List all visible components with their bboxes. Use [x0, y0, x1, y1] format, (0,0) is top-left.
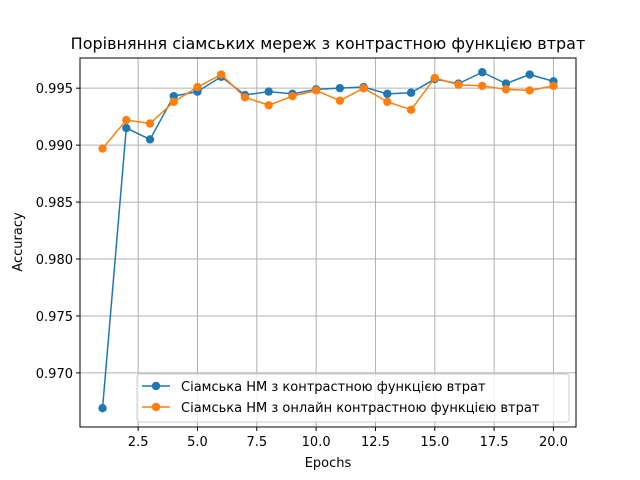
data-point — [478, 81, 487, 91]
legend-swatch-marker — [151, 402, 161, 412]
x-tick-label: 15.0 — [420, 435, 449, 450]
x-axis: 2.5 5.0 7.5 10.0 12.5 15.0 17.5 20.0 — [128, 427, 568, 450]
data-point — [264, 87, 273, 96]
series-1 — [98, 68, 558, 413]
data-point — [169, 97, 178, 107]
x-tick-label: 7.5 — [246, 435, 267, 450]
legend-entry-label: Сіамська НМ з онлайн контрастною функціє… — [181, 401, 540, 416]
data-point — [406, 105, 416, 115]
data-point — [335, 83, 345, 93]
data-point — [122, 115, 131, 125]
x-tick-label: 12.5 — [361, 435, 390, 450]
data-point — [359, 83, 368, 93]
legend-swatch-marker — [151, 381, 161, 391]
data-point — [98, 404, 107, 413]
y-tick-label: 0.970 — [36, 367, 73, 382]
legend-box — [136, 373, 570, 423]
legend: Сіамська НМ з контрастною функцією втрат… — [136, 373, 570, 423]
data-point — [240, 93, 250, 102]
data-point — [145, 119, 155, 128]
data-point — [478, 68, 487, 77]
x-tick-label: 2.5 — [128, 435, 149, 450]
data-point — [145, 135, 155, 144]
data-point — [525, 86, 534, 95]
y-axis: 0.970 0.975 0.980 0.985 0.990 0.995 — [36, 82, 80, 382]
plot-frame — [79, 57, 577, 428]
y-tick-label: 0.980 — [36, 253, 73, 268]
grid — [80, 58, 576, 427]
data-point — [430, 73, 439, 83]
data-point — [454, 80, 463, 89]
data-point — [122, 123, 131, 133]
series-layer — [98, 68, 558, 413]
data-point — [311, 86, 321, 95]
data-point — [383, 97, 392, 107]
data-point — [549, 81, 558, 91]
y-tick-label: 0.995 — [36, 82, 73, 97]
x-tick-label: 20.0 — [539, 435, 568, 450]
x-tick-label: 5.0 — [187, 435, 208, 450]
data-point — [501, 85, 511, 94]
chart-title: Порівняння сіамських мереж з контрастною… — [71, 34, 586, 53]
series-line — [101, 71, 554, 409]
y-tick-label: 0.975 — [36, 310, 73, 325]
x-tick-label: 10.0 — [302, 435, 331, 450]
y-tick-label: 0.990 — [36, 139, 73, 154]
data-point — [217, 70, 226, 79]
data-point — [335, 96, 345, 105]
series-2 — [98, 70, 558, 153]
data-point — [264, 101, 273, 110]
data-point — [98, 144, 107, 153]
data-point — [288, 91, 297, 101]
legend-entry-label: Сіамська НМ з контрастною функцією втрат — [181, 380, 486, 395]
data-point — [193, 82, 202, 92]
data-point — [383, 89, 392, 99]
x-axis-label: Epochs — [305, 456, 352, 471]
y-tick-label: 0.985 — [36, 196, 73, 211]
data-point — [525, 70, 534, 79]
data-point — [406, 88, 416, 97]
x-tick-label: 17.5 — [480, 435, 509, 450]
y-axis-label: Accuracy — [11, 212, 26, 272]
